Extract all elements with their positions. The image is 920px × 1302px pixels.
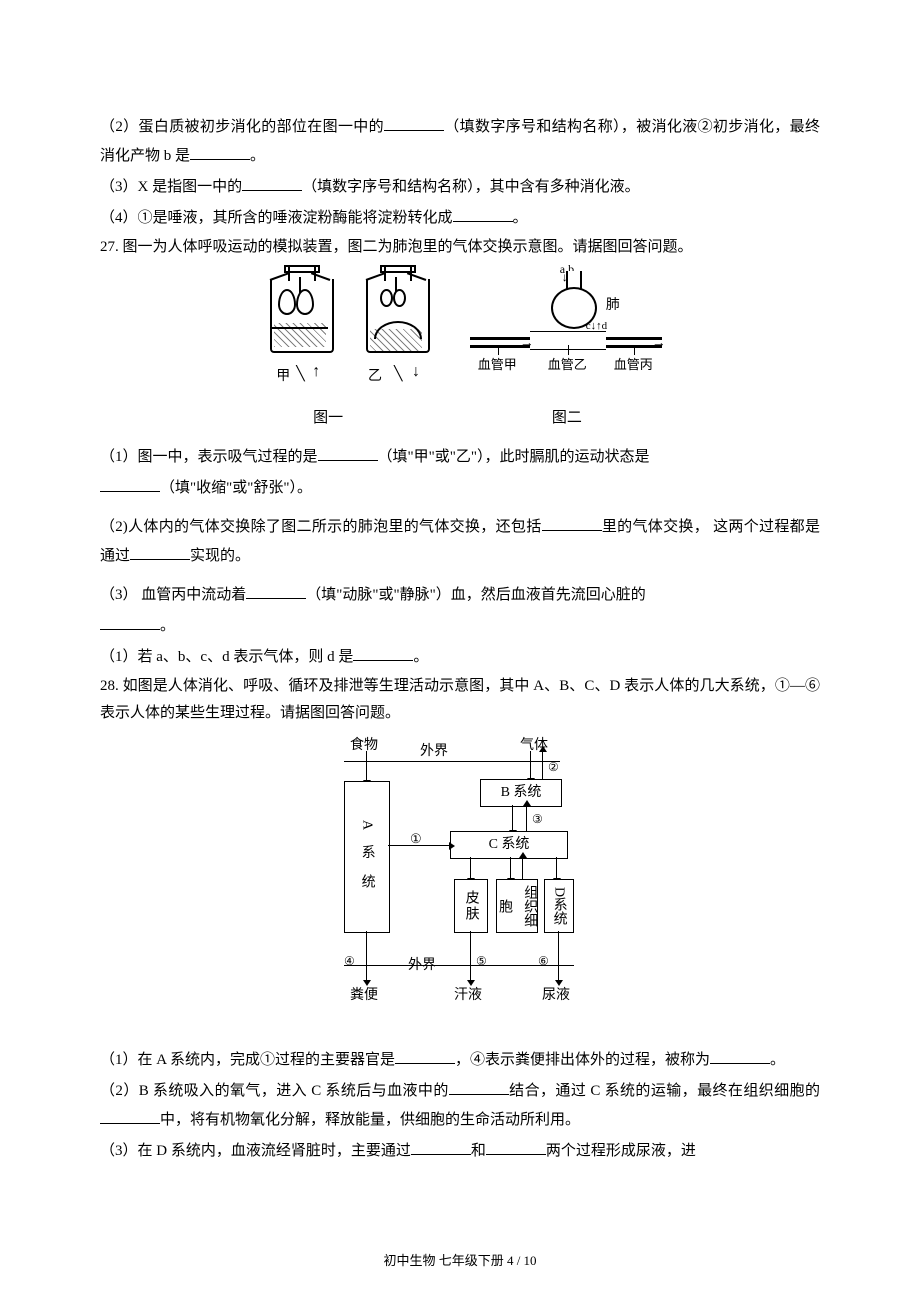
skin-label: 皮肤: [458, 890, 483, 922]
blank: [318, 442, 378, 461]
blank: [100, 611, 160, 630]
page-footer: 初中生物 七年级下册 4 / 10: [0, 1249, 920, 1272]
blank: [246, 580, 306, 599]
q28-p3: （3）在 D 系统内，血液流经肾脏时，主要通过 和 两个过程形成尿液，进: [100, 1136, 820, 1165]
system-b-label: B 系统: [501, 780, 542, 805]
text: （2）B 系统吸入的氧气，进入 C 系统后与血液中的: [100, 1083, 449, 1099]
text: 。: [770, 1052, 785, 1068]
blank: [411, 1136, 471, 1155]
text: 两个过程形成尿液，进: [546, 1143, 696, 1159]
blank: [542, 512, 602, 531]
num-4: ④: [344, 951, 355, 973]
lung-label: 肺: [606, 293, 620, 318]
text: （3）X 是指图一中的: [100, 179, 242, 195]
fig1-caption: 图一: [238, 405, 418, 432]
page: （2）蛋白质被初步消化的部位在图一中的（填数字序号和结构名称），被消化液②初步消…: [0, 0, 920, 1302]
num-5: ⑤: [476, 951, 487, 973]
blank: [190, 141, 250, 160]
q27-title: 27. 图一为人体呼吸运动的模拟装置，图二为肺泡里的气体交换示意图。请据图回答问…: [100, 234, 820, 261]
figure-2: a b ↓ ↑ 肺 c↓↑d → → 血管甲 血管乙 血管丙: [466, 267, 666, 377]
q27-p3: （3） 血管丙中流动着 （填"动脉"或"静脉"）血，然后血液首先流回心脏的: [100, 580, 820, 609]
figure-captions: 图一 图二: [100, 405, 820, 432]
q28-diagram: 食物 气体 外界 ② A 系 统 B 系统 ③ C 系统 ①: [320, 733, 600, 1033]
text: 和: [471, 1143, 486, 1159]
text: （1）图一中，表示吸气过程的是: [100, 449, 318, 465]
q27-p4: （1）若 a、b、c、d 表示气体，则 d 是 。: [100, 642, 820, 671]
jar-b: 乙 ↓ ╲: [356, 267, 436, 367]
jar-b-label: 乙: [368, 364, 382, 389]
text: 。: [160, 618, 175, 634]
feces-label: 粪便: [350, 983, 378, 1008]
cells-label: 组织细胞: [492, 880, 542, 932]
text: （填"收缩"或"舒张"）。: [160, 480, 312, 496]
text: （1）在 A 系统内，完成①过程的主要器官是: [100, 1052, 395, 1068]
vessel-a-label: 血管甲: [478, 353, 517, 376]
blank: [384, 112, 444, 131]
blank: [486, 1136, 546, 1155]
text: 。: [513, 210, 528, 226]
system-a-box: A 系 统: [344, 781, 390, 933]
cells-box: 组织细胞: [496, 879, 538, 933]
vessel-b-label: 血管乙: [548, 353, 587, 376]
text: 。: [250, 148, 265, 164]
system-b-box: B 系统: [480, 779, 562, 807]
text: （填"甲"或"乙"），此时膈肌的运动状态是: [378, 449, 650, 465]
jar-a-label: 甲: [276, 364, 290, 389]
arrow-down-icon: ↓: [412, 358, 420, 387]
blank: [130, 541, 190, 560]
text: 中，将有机物氧化分解，释放能量，供细胞的生命活动所利用。: [160, 1112, 580, 1128]
vessel-c-label: 血管丙: [614, 353, 653, 376]
skin-box: 皮肤: [454, 879, 488, 933]
outside-label-2: 外界: [408, 953, 436, 978]
q26-p3: （3）X 是指图一中的 （填数字序号和结构名称），其中含有多种消化液。: [100, 172, 820, 201]
blank: [710, 1045, 770, 1064]
text: （4）①是唾液，其所含的唾液淀粉酶能将淀粉转化成: [100, 210, 453, 226]
blank: [242, 172, 302, 191]
sweat-label: 汗液: [454, 983, 482, 1008]
system-d-box: D系统: [544, 879, 574, 933]
text: 结合，通过 C 系统的运输，最终在组织细胞的: [509, 1083, 820, 1099]
system-c-box: C 系统: [450, 831, 568, 859]
q26-p4: （4）①是唾液，其所含的唾液淀粉酶能将淀粉转化成 。: [100, 203, 820, 232]
q28-p2: （2）B 系统吸入的氧气，进入 C 系统后与血液中的 结合，通过 C 系统的运输，…: [100, 1076, 820, 1134]
q27-p3b: 。: [100, 611, 820, 640]
blank: [100, 1105, 160, 1124]
blank: [453, 203, 513, 222]
text: （1）若 a、b、c、d 表示气体，则 d 是: [100, 649, 353, 665]
fig2-caption: 图二: [452, 405, 682, 432]
figure-1: 甲 ↑ ╲ 乙 ↓ ╲: [254, 267, 442, 377]
blank: [395, 1045, 455, 1064]
text: （2）蛋白质被初步消化的部位在图一中的: [100, 119, 384, 135]
q26-p2: （2）蛋白质被初步消化的部位在图一中的（填数字序号和结构名称），被消化液②初步消…: [100, 112, 820, 170]
text: （3） 血管丙中流动着: [100, 587, 246, 603]
q28-title: 28. 如图是人体消化、呼吸、循环及排泄等生理活动示意图，其中 A、B、C、D …: [100, 673, 820, 727]
text: （2)人体内的气体交换除了图二所示的肺泡里的气体交换，还包括: [100, 519, 542, 535]
num-2: ②: [548, 757, 559, 779]
text: 。: [413, 649, 428, 665]
blank: [100, 473, 160, 492]
arrow-up-icon: ↑: [312, 358, 320, 387]
q27-figures: 甲 ↑ ╲ 乙 ↓ ╲ a b ↓ ↑: [100, 267, 820, 377]
text: （填数字序号和结构名称），其中含有多种消化液。: [302, 179, 640, 195]
q28-p1: （1）在 A 系统内，完成①过程的主要器官是 ，④表示粪便排出体外的过程，被称为 。: [100, 1045, 820, 1074]
q27-p1: （1）图一中，表示吸气过程的是 （填"甲"或"乙"），此时膈肌的运动状态是: [100, 442, 820, 471]
cd-label: c↓↑d: [586, 317, 607, 337]
system-a-label: A 系 统: [354, 820, 379, 894]
q27-p1b: （填"收缩"或"舒张"）。: [100, 473, 820, 502]
food-label: 食物: [350, 733, 378, 758]
jar-a: 甲 ↑ ╲: [260, 267, 340, 367]
urine-label: 尿液: [542, 983, 570, 1008]
text: （填"动脉"或"静脉"）血，然后血液首先流回心脏的: [306, 587, 646, 603]
blank: [353, 642, 413, 661]
text: ，④表示粪便排出体外的过程，被称为: [455, 1052, 710, 1068]
num-1: ①: [410, 827, 422, 850]
text: 实现的。: [190, 548, 250, 564]
q27-p2: （2)人体内的气体交换除了图二所示的肺泡里的气体交换，还包括里的气体交换， 这两…: [100, 512, 820, 570]
text: （3）在 D 系统内，血液流经肾脏时，主要通过: [100, 1143, 411, 1159]
blank: [449, 1076, 509, 1095]
num-3: ③: [532, 809, 543, 831]
system-d-label: D系统: [546, 887, 571, 925]
num-6: ⑥: [538, 951, 549, 973]
